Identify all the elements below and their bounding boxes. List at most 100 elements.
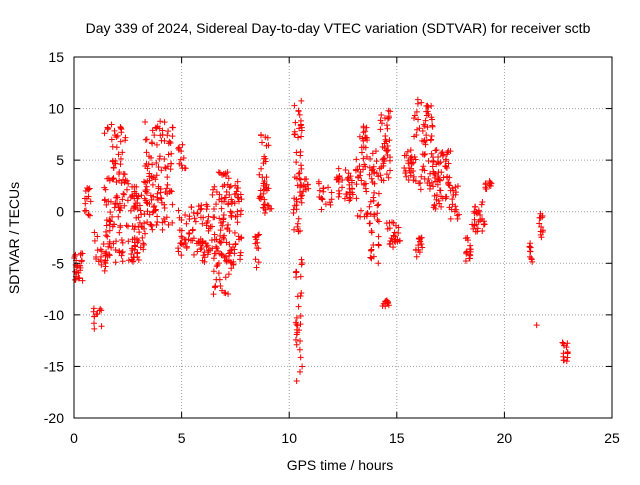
data-point [446, 182, 453, 189]
data-point [336, 173, 343, 180]
data-point [339, 184, 346, 191]
data-point [292, 319, 299, 326]
data-point [228, 212, 235, 219]
data-point [256, 171, 263, 178]
data-point [411, 115, 418, 122]
data-point [133, 192, 140, 199]
data-point [375, 233, 382, 240]
data-point [82, 200, 89, 207]
data-point [326, 199, 333, 206]
data-point [176, 214, 183, 221]
data-point [117, 155, 124, 162]
data-point [291, 195, 298, 202]
data-point [237, 191, 244, 198]
data-point [335, 187, 342, 194]
data-point [225, 290, 232, 297]
data-point [436, 187, 443, 194]
data-point [335, 165, 342, 172]
data-point [109, 158, 116, 165]
data-point [230, 261, 237, 268]
data-point [161, 137, 168, 144]
data-point [119, 149, 126, 156]
data-point [98, 261, 105, 268]
data-point [298, 133, 305, 140]
y-tick-label: 10 [48, 101, 64, 117]
data-point [236, 198, 243, 205]
data-point [149, 127, 156, 134]
data-point [291, 131, 298, 138]
data-point [436, 200, 443, 207]
data-point [263, 142, 270, 149]
data-point [91, 313, 98, 320]
data-point [386, 137, 393, 144]
data-point [404, 148, 411, 155]
data-point [366, 171, 373, 178]
data-point [432, 205, 439, 212]
data-point [367, 220, 374, 227]
data-point [370, 163, 377, 170]
data-point [373, 158, 380, 165]
data-point [111, 127, 118, 134]
data-point [150, 208, 157, 215]
data-point [320, 185, 327, 192]
data-point [91, 237, 98, 244]
data-point [479, 227, 486, 234]
data-point [353, 181, 360, 188]
data-point [221, 198, 228, 205]
data-point [192, 218, 199, 225]
data-point [360, 124, 367, 131]
data-point [267, 205, 274, 212]
data-point [226, 184, 233, 191]
data-point [120, 170, 127, 177]
data-point [385, 174, 392, 181]
data-point [214, 262, 221, 268]
data-point [135, 257, 142, 264]
data-point [462, 258, 469, 265]
data-point [252, 256, 259, 263]
data-point [90, 305, 97, 312]
data-point [133, 214, 140, 221]
data-point [453, 206, 460, 213]
data-point [318, 195, 325, 202]
data-point [297, 273, 304, 280]
data-point [295, 303, 302, 310]
data-point [431, 170, 438, 177]
data-point [360, 137, 367, 144]
data-point [410, 173, 417, 180]
data-point [153, 159, 160, 166]
data-point [387, 167, 394, 174]
data-point [293, 314, 300, 321]
data-point [117, 161, 124, 168]
data-point [125, 238, 132, 245]
data-point [103, 217, 110, 224]
data-point [108, 244, 115, 251]
data-point [137, 207, 144, 214]
data-point [258, 165, 265, 172]
data-point [449, 201, 456, 208]
y-axis-label: SDTVAR / TECUs [6, 182, 22, 294]
data-point [144, 178, 151, 185]
data-point [420, 163, 427, 170]
data-point [228, 200, 235, 207]
data-point [464, 237, 471, 244]
data-point [213, 189, 220, 196]
data-point [415, 235, 422, 242]
data-point [169, 201, 176, 208]
data-point [363, 153, 370, 160]
data-point [371, 169, 378, 176]
data-point [378, 120, 385, 127]
data-point [213, 263, 220, 270]
data-point [117, 138, 124, 145]
data-point [303, 186, 310, 193]
data-point [253, 245, 260, 252]
data-point [383, 171, 390, 178]
data-point [387, 108, 394, 115]
data-point [447, 215, 454, 222]
data-point [445, 181, 452, 188]
data-point [125, 180, 132, 187]
data-point [169, 124, 176, 131]
data-point [157, 118, 164, 125]
data-point [253, 264, 260, 271]
data-point [133, 236, 140, 243]
data-point [109, 176, 116, 183]
